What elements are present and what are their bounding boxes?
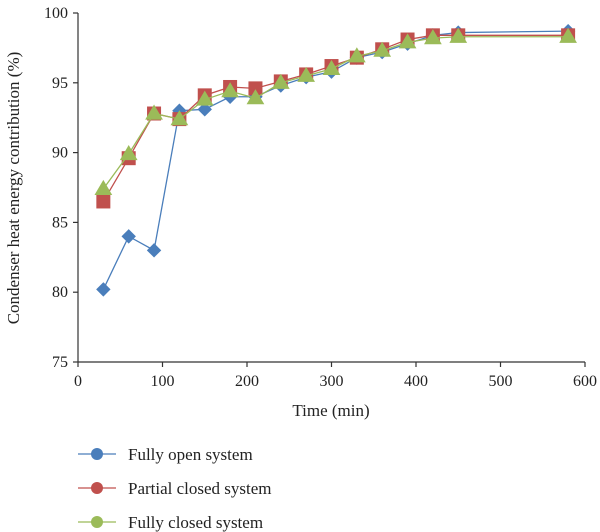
- data-point: [145, 104, 163, 120]
- y-tick-label: 95: [52, 75, 68, 92]
- data-point: [297, 66, 316, 82]
- data-point: [96, 194, 111, 209]
- legend-item: Fully closed system: [78, 513, 263, 532]
- data-point: [347, 47, 366, 63]
- data-point: [322, 59, 341, 75]
- data-point: [373, 41, 392, 57]
- x-tick-label: 100: [151, 373, 175, 390]
- data-point: [559, 27, 577, 43]
- legend: Fully open system Partial closed system Fu…: [78, 445, 272, 532]
- x-tick-label: 200: [235, 373, 259, 390]
- y-ticks: 75 80 85 90 95 100: [44, 5, 78, 371]
- legend-marker: [91, 482, 103, 494]
- legend-label: Partial closed system: [128, 479, 272, 498]
- legend-marker: [91, 448, 103, 460]
- x-tick-label: 500: [489, 373, 513, 390]
- series-layer: [94, 23, 577, 297]
- data-point: [170, 110, 189, 126]
- series-2: [96, 28, 576, 209]
- data-point: [246, 89, 265, 105]
- data-point: [424, 29, 442, 45]
- y-tick-label: 75: [52, 354, 68, 371]
- data-point: [195, 90, 214, 106]
- data-point: [271, 73, 290, 89]
- data-point: [121, 229, 136, 244]
- y-axis-title: Condenser heat energy contribution (%): [4, 52, 23, 325]
- data-point: [398, 33, 417, 49]
- y-tick-label: 85: [52, 214, 68, 231]
- series-line: [102, 30, 569, 290]
- plot-area: 0 100 200 300 400 500 600 75 80 85 90 95 100: [44, 5, 597, 390]
- legend-label: Fully closed system: [128, 513, 263, 532]
- y-tick-label: 90: [52, 145, 68, 162]
- x-tick-label: 400: [404, 373, 428, 390]
- x-tick-label: 300: [320, 373, 344, 390]
- data-point: [119, 145, 138, 161]
- data-point: [96, 282, 111, 297]
- data-point: [94, 179, 113, 195]
- data-point: [449, 27, 468, 43]
- data-point: [221, 82, 239, 98]
- legend-marker: [91, 516, 103, 528]
- data-point: [197, 102, 212, 117]
- y-tick-label: 80: [52, 284, 68, 301]
- series-line: [102, 36, 569, 190]
- x-tick-label: 600: [573, 373, 597, 390]
- y-tick-label: 100: [44, 5, 68, 22]
- data-point: [146, 243, 162, 258]
- x-ticks: 0 100 200 300 400 500 600: [74, 362, 597, 390]
- legend-item: Partial closed system: [78, 479, 272, 498]
- legend-item: Fully open system: [78, 445, 253, 464]
- legend-label: Fully open system: [128, 445, 253, 464]
- x-tick-label: 0: [74, 373, 82, 390]
- x-axis-title: Time (min): [292, 401, 369, 420]
- series-3: [94, 27, 577, 195]
